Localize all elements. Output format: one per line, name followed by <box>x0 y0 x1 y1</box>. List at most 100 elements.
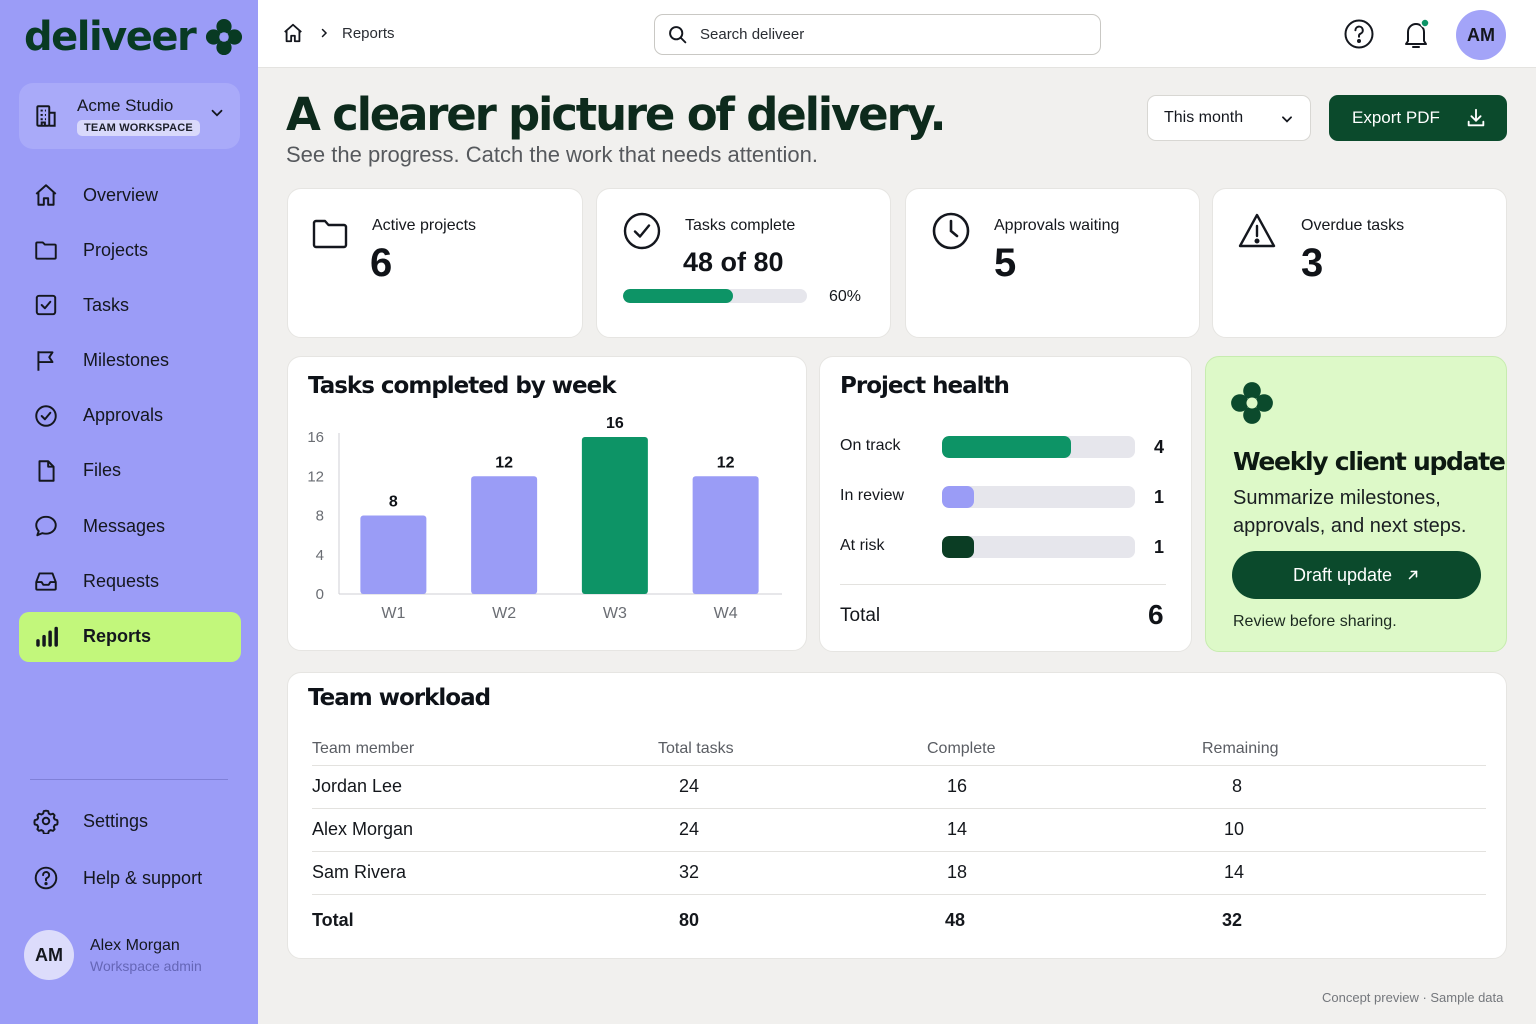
sidebar-item-overview[interactable]: Overview <box>19 170 241 220</box>
arrow-up-right-icon <box>1406 568 1420 582</box>
kpi-card-approvals-waiting: Approvals waiting 5 <box>905 188 1200 338</box>
sidebar-item-label: Tasks <box>83 295 129 316</box>
promo-text: Summarize milestones, approvals, and nex… <box>1233 484 1493 540</box>
remaining-cell: 10 <box>1202 808 1486 851</box>
search-box[interactable] <box>654 14 1101 55</box>
page-title: A clearer picture of delivery. <box>286 88 944 141</box>
period-select[interactable]: This month <box>1147 95 1311 141</box>
kpi-value: 48 of 80 <box>683 247 784 278</box>
sidebar-item-approvals[interactable]: Approvals <box>19 391 241 441</box>
complete-cell: 16 <box>927 765 1202 808</box>
progress-bar <box>623 289 807 303</box>
progress-fill <box>623 289 733 303</box>
total-label: Total <box>312 894 658 946</box>
promo-note: Review before sharing. <box>1233 613 1397 631</box>
draft-update-button[interactable]: Draft update <box>1232 551 1481 599</box>
file-icon <box>33 458 59 484</box>
complete-sum: 48 <box>927 894 1202 946</box>
warning-triangle-icon <box>1237 211 1277 251</box>
sidebar-item-milestones[interactable]: Milestones <box>19 336 241 386</box>
member-name: Sam Rivera <box>312 851 658 894</box>
health-bar <box>942 536 1135 558</box>
health-bar-fill <box>942 536 974 558</box>
tasks-by-week-card: Tasks completed by week 0 4 8 12 16 8 W1 12 W2 16… <box>287 356 807 651</box>
sidebar: deliveer Acme Studio TEAM WORKSPACE Over… <box>0 0 258 1024</box>
sidebar-item-tasks[interactable]: Tasks <box>19 280 241 330</box>
sidebar-item-label: Files <box>83 460 121 481</box>
sidebar-item-projects[interactable]: Projects <box>19 225 241 275</box>
bar-chart-icon <box>33 624 59 650</box>
promo-title: Weekly client update <box>1233 447 1505 476</box>
health-label: On track <box>840 437 900 455</box>
health-bar-fill <box>942 486 974 508</box>
sidebar-item-label: Approvals <box>83 405 163 426</box>
export-pdf-button[interactable]: Export PDF <box>1329 95 1507 141</box>
table-row[interactable]: Alex Morgan 24 14 10 <box>312 808 1486 851</box>
sidebar-item-messages[interactable]: Messages <box>19 501 241 551</box>
kpi-label: Overdue tasks <box>1301 217 1404 235</box>
total-tasks-cell: 32 <box>658 851 927 894</box>
sidebar-item-reports[interactable]: Reports <box>19 612 241 662</box>
weekly-update-card: Weekly client update Summarize milestone… <box>1205 356 1507 652</box>
chevron-down-icon <box>1280 112 1294 126</box>
y-tick-label: 12 <box>307 468 324 485</box>
sidebar-nav: Overview Projects Tasks Milestones Appro… <box>19 170 241 667</box>
sidebar-item-label: Projects <box>83 240 148 261</box>
brand-logo[interactable]: deliveer <box>24 14 243 60</box>
total-tasks-sum: 80 <box>658 894 927 946</box>
sidebar-item-settings[interactable]: Settings <box>19 796 241 846</box>
export-pdf-label: Export PDF <box>1352 108 1440 128</box>
remaining-cell: 14 <box>1202 851 1486 894</box>
workload-table: Team member Total tasks Complete Remaini… <box>312 733 1486 946</box>
divider <box>840 584 1166 585</box>
sidebar-item-requests[interactable]: Requests <box>19 556 241 606</box>
search-icon <box>667 24 688 45</box>
health-bar <box>942 436 1135 458</box>
column-header: Complete <box>927 733 1202 765</box>
sidebar-item-label: Messages <box>83 516 165 537</box>
total-tasks-cell: 24 <box>658 808 927 851</box>
health-count: 4 <box>1154 437 1164 458</box>
avatar: AM <box>24 930 74 980</box>
kpi-value: 3 <box>1301 241 1323 286</box>
kpi-label: Active projects <box>372 217 476 235</box>
x-tick-label: W1 <box>381 605 405 622</box>
table-row[interactable]: Sam Rivera 32 18 14 <box>312 851 1486 894</box>
top-bar: Reports AM <box>258 0 1536 68</box>
y-tick-label: 0 <box>316 586 324 603</box>
team-workload-card: Team workload Team member Total tasks Co… <box>287 672 1507 959</box>
total-tasks-cell: 24 <box>658 765 927 808</box>
bar-value-label: 12 <box>717 454 735 471</box>
member-name: Alex Morgan <box>312 808 658 851</box>
clock-icon <box>931 211 971 251</box>
sidebar-item-label: Reports <box>83 626 151 647</box>
progress-percent: 60% <box>829 288 861 306</box>
help-icon[interactable] <box>1343 18 1375 50</box>
search-input[interactable] <box>700 26 1080 43</box>
chat-bubble-icon <box>33 513 59 539</box>
notification-bell-icon[interactable] <box>1400 17 1432 51</box>
chevron-right-icon <box>318 27 330 39</box>
clover-logo-icon <box>205 18 243 56</box>
kpi-card-active-projects: Active projects 6 <box>287 188 583 338</box>
sidebar-item-label: Milestones <box>83 350 169 371</box>
health-total-label: Total <box>840 605 880 627</box>
kpi-card-tasks-complete: Tasks complete 48 of 80 60% <box>596 188 891 338</box>
sidebar-item-label: Settings <box>83 811 148 832</box>
sidebar-item-help[interactable]: Help & support <box>19 853 241 903</box>
user-name: Alex Morgan <box>90 937 202 955</box>
clover-icon <box>1230 381 1274 425</box>
bar-value-label: 16 <box>606 415 624 432</box>
folder-icon <box>33 237 59 263</box>
avatar[interactable]: AM <box>1456 10 1506 60</box>
workspace-switcher[interactable]: Acme Studio TEAM WORKSPACE <box>19 83 240 149</box>
sidebar-item-files[interactable]: Files <box>19 446 241 496</box>
home-icon <box>33 182 59 208</box>
breadcrumb-current[interactable]: Reports <box>342 25 395 42</box>
table-row[interactable]: Jordan Lee 24 16 8 <box>312 765 1486 808</box>
user-profile[interactable]: AM Alex Morgan Workspace admin <box>24 930 202 980</box>
tasks-bar-chart: 0 4 8 12 16 8 W1 12 W2 16 W3 12 W4 <box>288 357 808 652</box>
checkbox-icon <box>33 292 59 318</box>
home-icon[interactable] <box>282 22 304 44</box>
member-name: Jordan Lee <box>312 765 658 808</box>
